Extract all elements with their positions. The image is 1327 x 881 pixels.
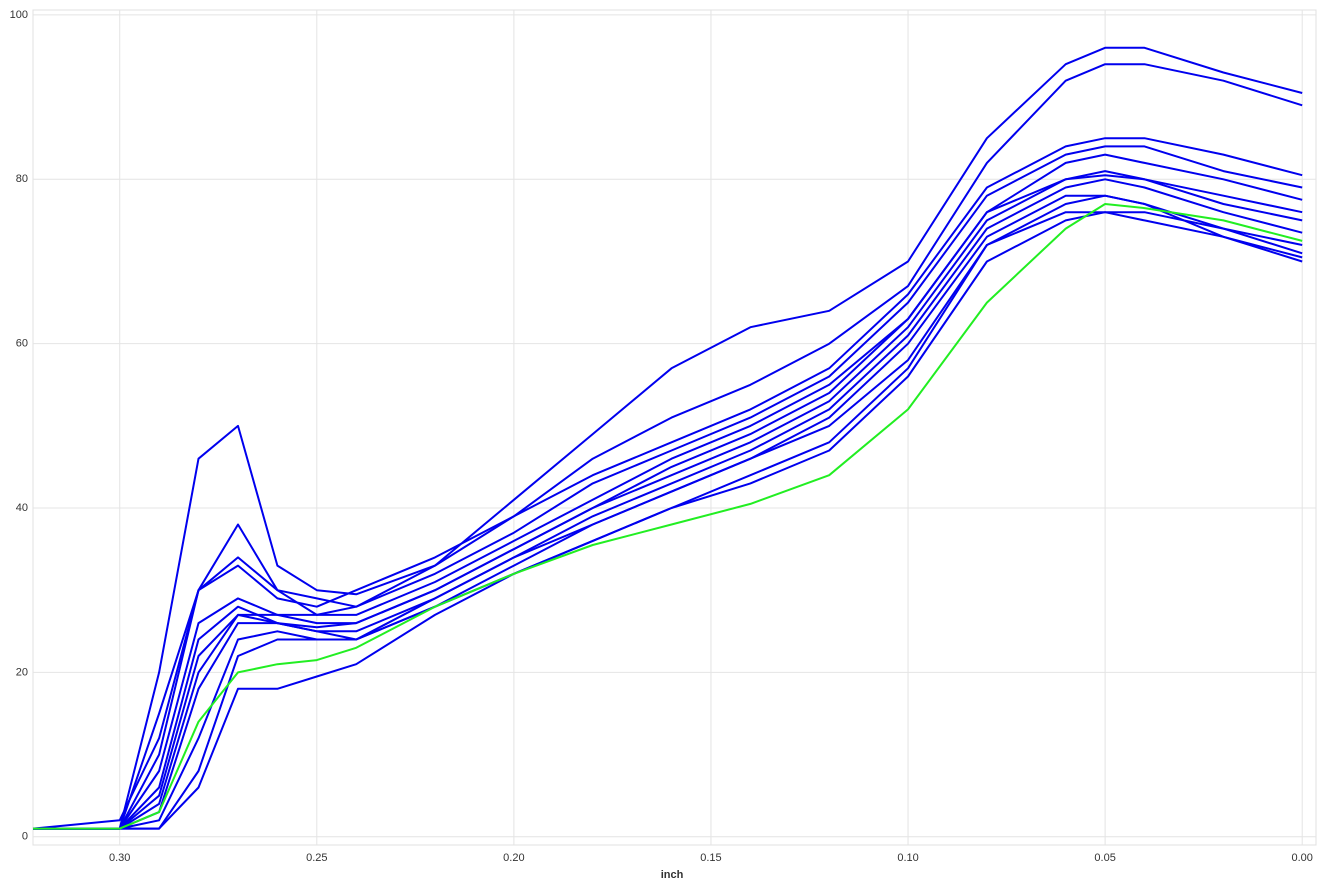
data-line — [33, 194, 1303, 830]
data-line — [33, 170, 1303, 830]
data-line — [33, 137, 1303, 830]
data-line — [33, 203, 1303, 830]
x-tick-label: 0.05 — [1094, 852, 1115, 864]
y-tick-label: 60 — [16, 338, 28, 350]
plot-frame — [32, 9, 1317, 846]
x-tick-label: 0.10 — [897, 852, 918, 864]
data-line — [33, 194, 1303, 830]
x-axis-label: inch — [661, 869, 684, 881]
x-tick-label: 0.00 — [1291, 852, 1312, 864]
data-line — [33, 153, 1303, 830]
data-line — [33, 63, 1303, 830]
data-line — [33, 46, 1303, 830]
x-tick-label: 0.30 — [109, 852, 130, 864]
data-line — [32, 145, 1303, 830]
data-line — [33, 178, 1303, 830]
x-tick-label: 0.20 — [503, 852, 524, 864]
x-tick-label: 0.25 — [306, 852, 327, 864]
y-tick-label: 100 — [10, 9, 28, 21]
x-tick-label: 0.15 — [700, 852, 721, 864]
data-line — [33, 174, 1303, 830]
y-tick-label: 40 — [16, 502, 28, 514]
y-tick-label: 0 — [22, 831, 28, 843]
y-tick-label: 20 — [16, 666, 28, 678]
data-line — [33, 211, 1303, 830]
data-line — [33, 211, 1303, 830]
y-tick-label: 80 — [16, 173, 28, 185]
